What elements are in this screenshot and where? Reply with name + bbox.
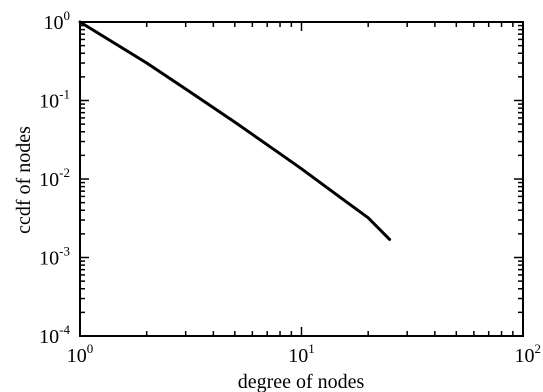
- x-tick-label: 102: [515, 341, 542, 367]
- y-tick-label: 10-4: [39, 322, 70, 348]
- y-tick-label: 100: [44, 8, 71, 34]
- x-tick-label: 100: [67, 341, 94, 367]
- y-axis-label: ccdf of nodes: [13, 126, 35, 234]
- series-line: [78, 20, 392, 241]
- y-tick-label: 10-2: [39, 165, 70, 191]
- series-group: [78, 20, 392, 241]
- plot-area-frame: [79, 21, 524, 337]
- axis-ticks: [80, 22, 523, 336]
- axis-tick-labels: 100 101 102 100 10-1 10-2 10-3 10-4: [39, 8, 541, 367]
- x-tick-label: 101: [288, 341, 315, 367]
- y-tick-label: 10-1: [39, 87, 70, 113]
- x-axis-label: degree of nodes: [238, 371, 365, 392]
- y-tick-label: 10-3: [39, 244, 70, 270]
